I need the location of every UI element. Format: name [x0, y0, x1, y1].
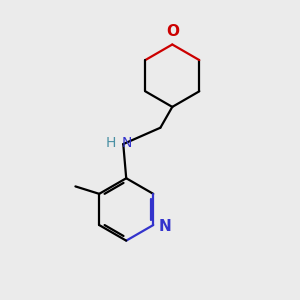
Text: H: H — [105, 136, 116, 150]
Text: O: O — [166, 24, 179, 39]
Text: N: N — [122, 136, 132, 150]
Text: N: N — [159, 219, 171, 234]
